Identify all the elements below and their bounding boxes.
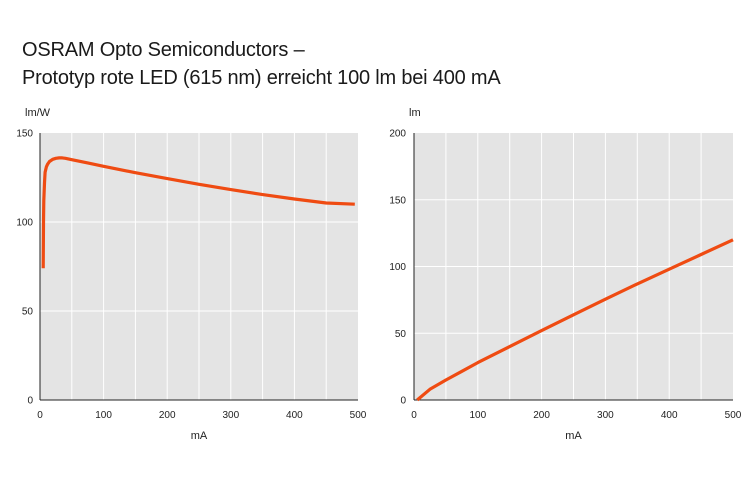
title-block: OSRAM Opto Semiconductors – Prototyp rot…: [22, 36, 501, 92]
x-tick-label: 100: [469, 410, 486, 421]
y-tick-label: 50: [395, 329, 407, 340]
y-tick-label: 150: [389, 195, 406, 206]
x-axis-label: mA: [191, 430, 208, 442]
title-line-2: Prototyp rote LED (615 nm) erreicht 100 …: [22, 67, 501, 89]
y-tick-label: 0: [27, 396, 33, 407]
y-tick-label: 0: [400, 396, 406, 407]
x-tick-label: 400: [286, 410, 303, 421]
x-tick-label: 0: [411, 410, 417, 421]
y-tick-label: 50: [22, 307, 34, 318]
chart-1: 0 100 200 300 400 500 0 50 100 150 lm/W mA: [16, 107, 366, 442]
x-tick-label: 400: [661, 410, 678, 421]
x-tick-label: 500: [725, 410, 742, 421]
x-tick-label: 200: [159, 410, 176, 421]
series-line: [41, 156, 355, 269]
y-axis-label: lm: [409, 107, 421, 119]
y-tick-label: 200: [389, 129, 406, 140]
series-line: [416, 238, 734, 402]
y-tick-label: 100: [16, 218, 33, 229]
x-axis-label: mA: [565, 430, 582, 442]
y-tick-label: 150: [16, 129, 33, 140]
title-line-1: OSRAM Opto Semiconductors –: [22, 39, 305, 61]
x-tick-label: 100: [95, 410, 112, 421]
x-tick-label: 200: [533, 410, 550, 421]
x-tick-label: 500: [350, 410, 367, 421]
y-tick-label: 100: [389, 262, 406, 273]
x-tick-label: 0: [37, 410, 43, 421]
y-axis-label: lm/W: [25, 107, 51, 119]
x-tick-label: 300: [222, 410, 239, 421]
x-tick-label: 300: [597, 410, 614, 421]
